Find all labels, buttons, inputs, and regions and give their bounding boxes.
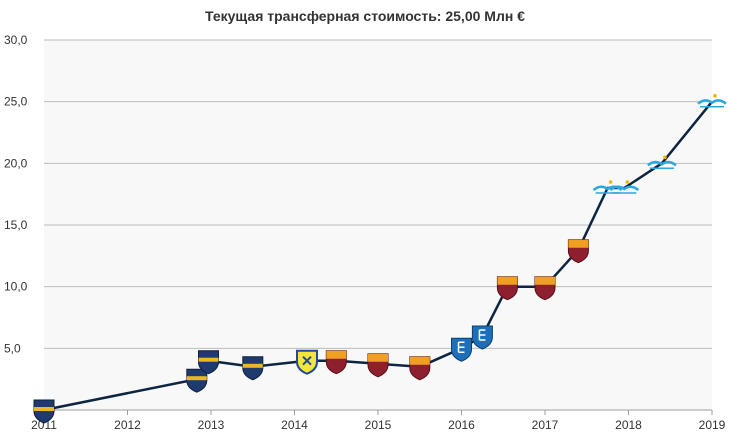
roma-crest-marker: [534, 276, 556, 301]
x-tick-label: 2019: [699, 418, 726, 432]
zenit-crest-marker: [697, 93, 727, 108]
x-tick-label: 2012: [114, 418, 141, 432]
boca-juniors-crest-marker: [33, 399, 55, 424]
boca-juniors-crest-marker: [242, 356, 264, 381]
x-tick-label: 2011: [31, 418, 57, 432]
x-tick-label: 2018: [615, 418, 642, 432]
roma-crest-marker: [496, 276, 518, 301]
x-tick-label: 2014: [281, 418, 308, 432]
empoli-crest-marker: [471, 325, 493, 350]
y-tick-label: 30,0: [4, 33, 28, 47]
roma-crest-marker: [409, 356, 431, 381]
empoli-crest-marker: [451, 337, 472, 362]
roma-crest-marker: [567, 239, 589, 264]
chart-title: Текущая трансферная стоимость: 25,00 Млн…: [205, 8, 525, 24]
boca-juniors-crest-marker: [186, 368, 208, 393]
roma-crest-marker: [367, 353, 389, 378]
x-tick-label: 2015: [365, 418, 392, 432]
boca-juniors-crest-marker: [198, 350, 219, 375]
x-tick-label: 2017: [532, 418, 559, 432]
y-tick-label: 25,0: [4, 95, 28, 109]
y-tick-label: 5,0: [4, 341, 21, 355]
roma-crest-marker: [325, 350, 347, 375]
x-tick-label: 2013: [198, 418, 225, 432]
x-tick-label: 2016: [448, 418, 475, 432]
y-tick-label: 10,0: [4, 280, 28, 294]
chievo-crest-marker: [296, 349, 318, 375]
zenit-crest-marker: [609, 180, 640, 194]
zenit-crest-marker: [647, 155, 677, 170]
y-tick-label: 20,0: [4, 156, 28, 170]
y-tick-label: 15,0: [4, 218, 28, 232]
